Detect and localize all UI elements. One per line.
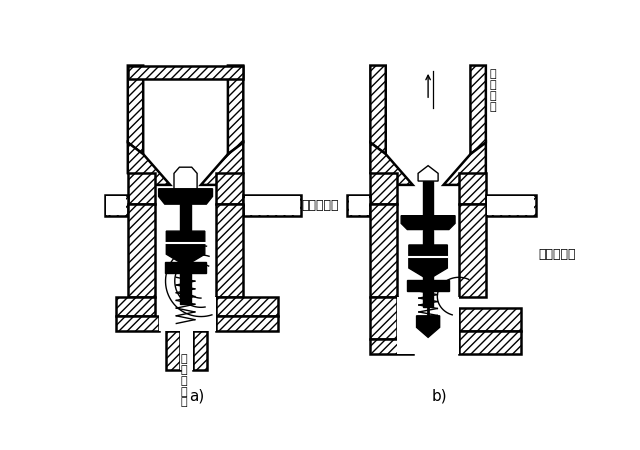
Polygon shape	[371, 66, 386, 154]
Text: 至
散
热
器: 至 散 热 器	[490, 69, 497, 112]
Text: a): a)	[189, 389, 205, 404]
Text: b): b)	[432, 389, 447, 404]
Polygon shape	[164, 262, 206, 274]
Bar	[371, 204, 397, 297]
Bar	[459, 308, 520, 331]
Bar	[459, 204, 486, 297]
Bar	[128, 204, 155, 297]
Polygon shape	[401, 216, 455, 230]
Bar	[349, 197, 369, 215]
Bar	[159, 297, 216, 331]
Polygon shape	[417, 316, 440, 338]
Bar	[180, 204, 191, 304]
Polygon shape	[201, 143, 243, 185]
Bar	[116, 297, 155, 316]
Bar	[486, 195, 536, 216]
Text: 来自发动机: 来自发动机	[538, 248, 576, 261]
Text: 来自发动机: 来自发动机	[301, 199, 339, 212]
Polygon shape	[418, 166, 438, 181]
Text: 至
小
循
环
管: 至 小 循 环 管	[180, 354, 187, 408]
Bar	[216, 204, 243, 297]
Bar	[216, 297, 278, 316]
Bar	[386, 66, 470, 154]
Bar	[371, 297, 397, 339]
Bar	[180, 331, 193, 370]
Polygon shape	[128, 66, 143, 154]
Bar	[128, 66, 243, 79]
Bar	[106, 197, 126, 215]
Bar	[488, 197, 534, 215]
Polygon shape	[444, 143, 486, 185]
Polygon shape	[159, 189, 212, 204]
Bar	[397, 154, 459, 204]
Bar	[422, 181, 433, 216]
Bar	[155, 154, 216, 204]
Bar	[371, 173, 397, 204]
Bar	[193, 331, 207, 370]
Bar	[143, 79, 228, 143]
Bar	[397, 204, 459, 297]
Bar	[245, 197, 300, 215]
Polygon shape	[371, 143, 413, 185]
Polygon shape	[228, 66, 243, 154]
Bar	[371, 339, 413, 354]
Bar	[348, 195, 371, 216]
Bar	[397, 297, 459, 354]
Polygon shape	[128, 143, 170, 185]
Bar	[216, 316, 278, 331]
Bar	[243, 195, 301, 216]
Polygon shape	[470, 66, 486, 154]
Bar	[155, 204, 216, 297]
Bar	[166, 331, 180, 370]
Polygon shape	[174, 167, 197, 189]
Bar	[216, 173, 243, 204]
Polygon shape	[407, 279, 449, 291]
Bar	[116, 316, 159, 331]
Polygon shape	[166, 231, 205, 266]
Bar	[422, 230, 433, 306]
Bar	[459, 331, 520, 354]
Bar	[128, 173, 155, 204]
Polygon shape	[409, 245, 447, 279]
Bar	[105, 195, 128, 216]
Bar	[459, 173, 486, 204]
